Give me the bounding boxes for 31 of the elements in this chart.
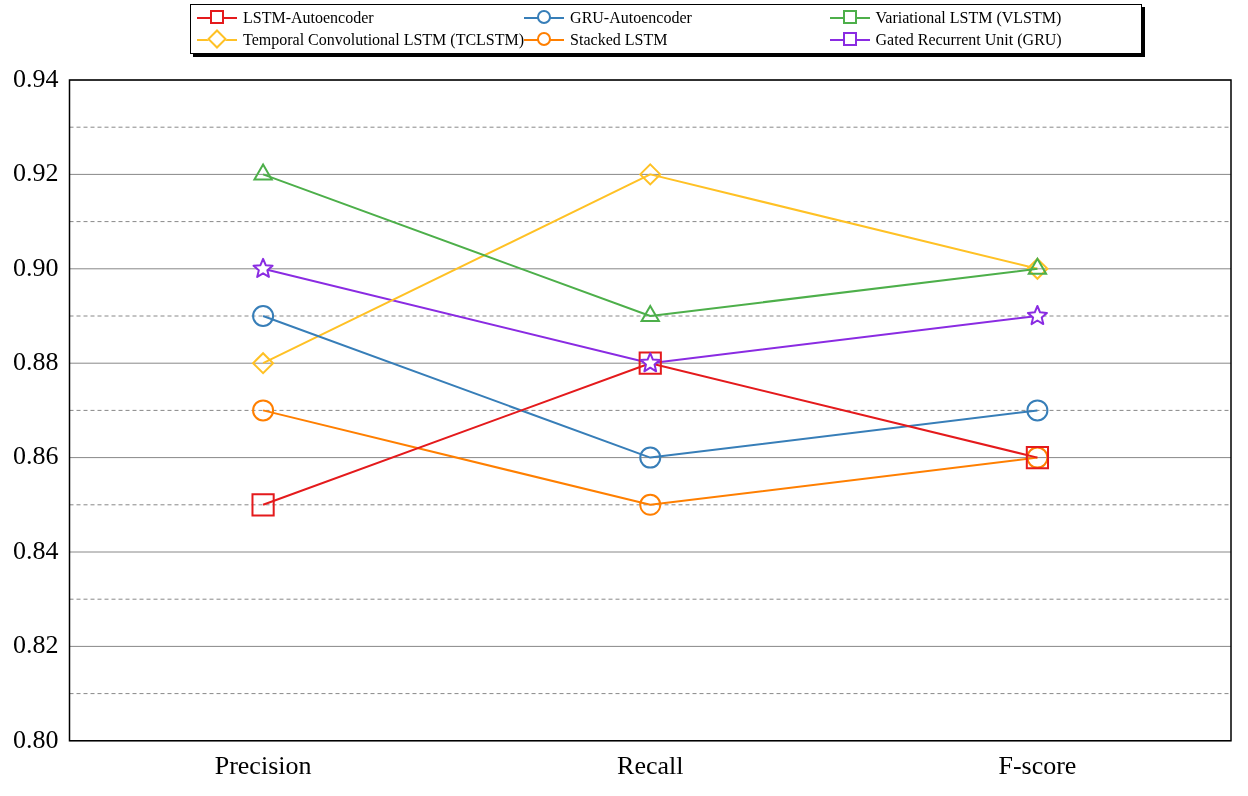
x-tick-label: Recall — [617, 751, 684, 781]
y-tick-label: 0.90 — [13, 252, 59, 282]
point — [1026, 399, 1049, 422]
y-tick-label: 0.94 — [13, 63, 59, 93]
x-tick-label: Precision — [214, 751, 312, 781]
point — [1026, 305, 1048, 326]
point — [1026, 257, 1049, 280]
point — [252, 399, 275, 422]
x-tick-label: F-score — [998, 751, 1077, 781]
y-tick-label: 0.84 — [13, 535, 59, 565]
point — [639, 446, 662, 469]
y-tick-label: 0.80 — [13, 724, 59, 754]
point — [251, 493, 275, 517]
point — [639, 493, 662, 516]
point — [252, 305, 275, 327]
legend-label: Gated Recurrent Unit (GRU) — [875, 31, 1062, 49]
legend-label: Temporal Convolutional LSTM (TCLSTM) — [243, 31, 525, 49]
point — [252, 352, 275, 375]
point — [1027, 257, 1048, 275]
legend-label: Stacked LSTM — [570, 31, 668, 49]
point — [639, 163, 662, 186]
legend-label: GRU-Autoencoder — [570, 9, 692, 27]
legend-label: LSTM-Autoencoder — [243, 9, 374, 27]
point — [252, 257, 274, 278]
legend-label: Variational LSTM (VLSTM) — [875, 9, 1062, 27]
y-tick-label: 0.86 — [13, 441, 59, 471]
point — [253, 163, 273, 181]
y-tick-label: 0.82 — [13, 630, 59, 660]
point — [640, 305, 660, 322]
y-tick-label: 0.92 — [13, 158, 59, 188]
y-tick-label: 0.88 — [13, 347, 59, 377]
